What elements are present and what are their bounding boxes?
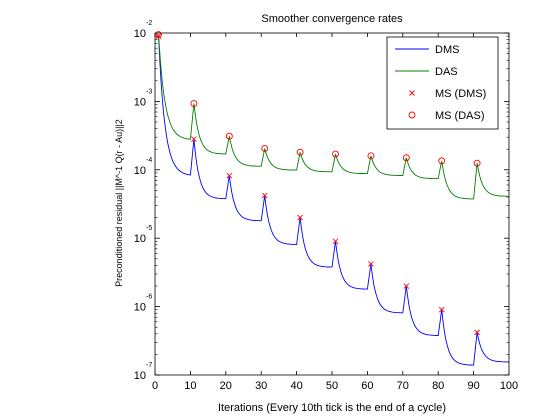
legend-entry-ms-dms-swatch (409, 90, 415, 96)
y-axis-label: Preconditioned residual ||M^-1 Q(r - Au)… (114, 119, 124, 287)
marker-x-stroke (155, 33, 162, 39)
marker-ms-das (367, 152, 375, 160)
legend-entry-das-label: DAS (435, 66, 458, 78)
marker-ms-das (190, 100, 198, 108)
legend-entry-ms-das-swatch (408, 111, 416, 119)
marker-ms-das (225, 132, 233, 140)
x-tick-label: 40 (290, 380, 302, 392)
marker-ms-das (155, 31, 162, 38)
marker-ms-das (261, 145, 269, 152)
legend-entry-dms-label: DMS (435, 44, 459, 56)
marker-ms-dms (332, 238, 339, 245)
y-tick-label-exponent: -7 (146, 362, 152, 369)
marker-ms-das (473, 159, 481, 167)
y-tick-label-exponent: -5 (146, 225, 152, 232)
marker-ms-dms (226, 172, 233, 179)
legend-entry-ms-das-label: MS (DAS) (435, 110, 485, 122)
y-tick-label-exponent: -6 (146, 294, 152, 301)
marker-ms-das (402, 154, 410, 162)
marker-ms-das (332, 150, 339, 158)
legend: DMS DAS MS (DMS) MS (DAS) (386, 36, 499, 130)
chart-title: Smoother convergence rates (261, 13, 403, 25)
y-tick-label-exponent: -2 (146, 20, 152, 27)
series-line-das (158, 34, 509, 200)
marker-ms-dms (297, 214, 303, 221)
marker-x-stroke (261, 192, 268, 199)
marker-x-stroke (438, 306, 445, 313)
marker-x-stroke (226, 172, 233, 179)
legend-entry-ms-dms-label: MS (DMS) (435, 88, 486, 100)
x-tick-label: 30 (255, 380, 267, 392)
marker-x-stroke (474, 329, 480, 336)
marker-ms-dms (438, 306, 445, 313)
plot-area: 0 10 20 30 40 50 60 70 80 90 10010-210-310-410-510… (134, 20, 518, 392)
y-tick-label-base: 10 (134, 370, 146, 382)
marker-ms-das (296, 148, 304, 156)
x-tick-label: 60 (361, 380, 373, 392)
series-line-dms (158, 36, 509, 366)
marker-ms-dms (403, 283, 410, 289)
marker-ms-dms (474, 329, 480, 336)
marker-ms-dms (191, 136, 197, 143)
legend-box (386, 36, 499, 130)
x-tick-label: 90 (467, 380, 479, 392)
y-tick-label-base: 10 (134, 96, 146, 108)
marker-x-stroke (332, 238, 339, 245)
marker-ms-das (438, 157, 446, 165)
y-tick-label-base: 10 (134, 302, 146, 314)
y-tick-label-base: 10 (134, 28, 146, 40)
marker-x-stroke (191, 136, 197, 143)
marker-ms-dms (261, 192, 268, 199)
y-tick-label-base: 10 (134, 165, 146, 177)
x-axis-label: Iterations (Every 10th tick is the end o… (218, 402, 446, 414)
marker-x-stroke (297, 214, 303, 221)
x-tick-label: 20 (220, 380, 232, 392)
y-tick-label-exponent: -4 (146, 157, 152, 164)
x-tick-label: 50 (326, 380, 338, 392)
x-tick-label: 70 (397, 380, 409, 392)
marker-ms-dms (368, 261, 374, 267)
marker-x-stroke (403, 283, 410, 289)
y-tick-label-exponent: -3 (146, 88, 152, 95)
marker-x-stroke (368, 261, 374, 267)
x-tick-label: 0 (152, 380, 158, 392)
y-tick-label-base: 10 (134, 233, 146, 245)
marker-ms-dms (155, 33, 162, 39)
x-tick-label: 100 (500, 380, 518, 392)
x-tick-label: 10 (184, 380, 196, 392)
x-tick-label: 80 (432, 380, 444, 392)
